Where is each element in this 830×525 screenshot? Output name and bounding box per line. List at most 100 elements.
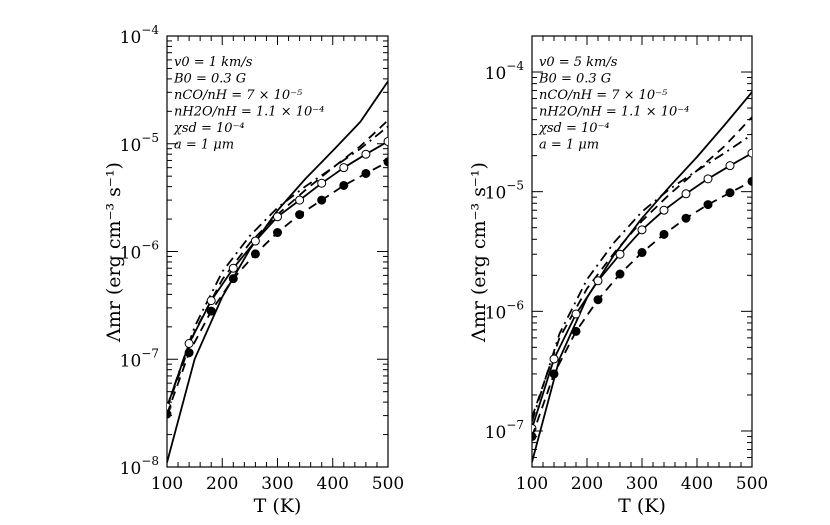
filled-circle-marker	[637, 248, 647, 258]
filled-circle-marker	[725, 188, 735, 198]
y-tick-base: 10	[120, 28, 142, 48]
filled-circle-marker	[549, 369, 559, 379]
parameter-annotation: a = 1 μm	[174, 138, 234, 153]
y-tick-base: 10	[485, 423, 507, 443]
parameter-annotation: B0 = 0.3 G	[173, 72, 246, 87]
x-tick-label: 500	[372, 474, 404, 494]
y-tick-base: 10	[485, 184, 507, 204]
x-tick-label: 100	[516, 474, 548, 494]
x-axis-label: T (K)	[254, 495, 302, 517]
filled-circle-marker	[703, 200, 713, 210]
x-tick-label: 200	[571, 474, 603, 494]
y-tick-exponent: −8	[141, 454, 159, 468]
series-line-solid-open-circles	[167, 140, 388, 408]
filled-circle-marker	[317, 195, 327, 205]
filled-circle-marker	[273, 228, 282, 238]
y-axis-label: Λmr (erg cm⁻³ s⁻¹)	[103, 162, 125, 343]
filled-circle-marker	[615, 269, 625, 279]
open-circle-marker	[725, 161, 735, 171]
open-circle-marker	[317, 178, 327, 188]
open-circle-marker	[273, 212, 282, 222]
open-circle-marker	[228, 263, 238, 273]
open-circle-marker	[615, 249, 625, 259]
series-line-dashed-filled-circles	[167, 161, 388, 415]
x-tick-label: 300	[261, 474, 293, 494]
x-tick-label: 400	[317, 474, 349, 494]
parameter-annotation: B0 = 0.3 G	[538, 72, 611, 87]
parameter-annotation: nH2O/nH = 1.1 × 10⁻⁴	[174, 105, 324, 120]
series-line-dashed	[532, 116, 752, 418]
filled-circle-marker	[571, 326, 581, 336]
filled-circle-marker	[184, 348, 194, 358]
filled-circle-marker	[339, 180, 349, 190]
y-tick-base: 10	[120, 244, 142, 264]
series-line-dashed	[167, 119, 388, 409]
y-tick-label: 10−8	[120, 454, 159, 479]
y-tick-exponent: −7	[141, 346, 159, 360]
filled-circle-marker	[747, 176, 752, 186]
series-line-solid	[167, 80, 388, 463]
open-circle-marker	[593, 276, 603, 286]
y-tick-label: 10−7	[485, 418, 524, 443]
y-tick-label: 10−4	[485, 59, 525, 84]
parameter-annotation: χsd = 10⁻⁴	[173, 121, 245, 136]
series-group	[167, 80, 388, 463]
open-circle-marker	[681, 189, 691, 199]
x-tick-label: 400	[681, 474, 713, 494]
y-axis-label: Λmr (erg cm⁻³ s⁻¹)	[468, 162, 490, 343]
parameter-annotation: nH2O/nH = 1.1 × 10⁻⁴	[539, 105, 689, 120]
open-circle-marker	[571, 309, 581, 319]
open-circle-marker	[383, 136, 388, 146]
filled-circle-marker	[228, 274, 238, 284]
open-circle-marker	[703, 174, 713, 184]
filled-circle-marker	[659, 229, 669, 239]
open-circle-marker	[549, 354, 559, 364]
x-tick-label: 500	[736, 474, 768, 494]
filled-circle-marker	[593, 295, 603, 305]
parameter-annotation: v0 = 5 km/s	[539, 55, 618, 70]
open-circle-marker	[361, 149, 371, 159]
y-tick-base: 10	[120, 136, 142, 156]
x-tick-label: 100	[151, 474, 183, 494]
y-tick-label: 10−4	[120, 23, 160, 48]
open-circle-marker	[339, 163, 349, 173]
filled-circle-marker	[206, 306, 216, 316]
filled-circle-marker	[361, 168, 371, 178]
parameter-annotation: nCO/nH = 7 × 10⁻⁵	[174, 88, 303, 103]
open-circle-marker	[250, 236, 260, 246]
y-tick-base: 10	[485, 64, 507, 84]
series-line-solid-open-circles	[532, 152, 752, 429]
filled-circle-marker	[532, 431, 537, 441]
series-group	[532, 91, 752, 463]
filled-circle-marker	[295, 210, 305, 220]
open-circle-marker	[637, 225, 647, 235]
y-tick-base: 10	[120, 351, 142, 371]
y-tick-exponent: −7	[506, 418, 524, 432]
open-circle-marker	[206, 296, 216, 306]
parameter-annotation: nCO/nH = 7 × 10⁻⁵	[539, 88, 668, 103]
open-circle-marker	[747, 148, 752, 158]
filled-circle-marker	[681, 213, 691, 223]
y-tick-label: 10−6	[485, 298, 524, 323]
y-tick-exponent: −6	[141, 239, 159, 253]
y-tick-label: 10−5	[485, 179, 524, 204]
y-tick-label: 10−5	[120, 131, 159, 156]
y-tick-exponent: −6	[506, 298, 524, 312]
y-tick-exponent: −5	[141, 131, 159, 145]
y-tick-exponent: −4	[506, 59, 524, 73]
y-tick-label: 10−6	[120, 239, 159, 264]
x-tick-label: 200	[206, 474, 238, 494]
parameter-annotation: v0 = 1 km/s	[174, 55, 253, 70]
y-tick-exponent: −4	[141, 23, 159, 37]
series-line-solid	[532, 91, 752, 463]
x-tick-label: 300	[626, 474, 658, 494]
open-circle-marker	[184, 339, 194, 349]
open-circle-marker	[659, 205, 669, 215]
filled-circle-marker	[167, 409, 172, 419]
y-tick-base: 10	[485, 303, 507, 323]
y-tick-base: 10	[120, 459, 142, 479]
series-line-dash-dot	[167, 125, 388, 408]
